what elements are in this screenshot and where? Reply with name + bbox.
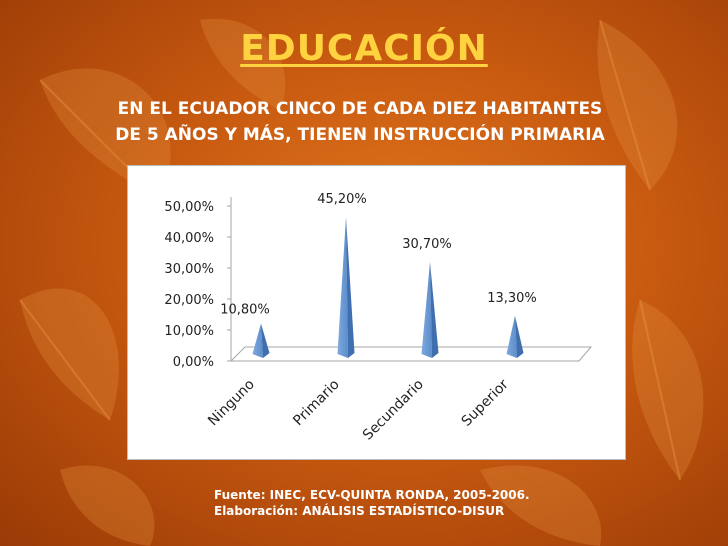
chart-panel: 0,00% 10,00% 20,00% 30,00% 40,00% 50,00% 10,80… [127, 165, 626, 460]
x-tick-label: Ninguno [205, 377, 258, 430]
elaboration-line: Elaboración: ANÁLISIS ESTADÍSTICO-DISUR [214, 504, 505, 518]
chart-floor [229, 346, 593, 362]
slide-subtitle: EN EL ECUADOR CINCO DE CADA DIEZ HABITAN… [115, 99, 605, 145]
y-tick-label: 40,00% [164, 231, 214, 246]
y-tick-label: 10,00% [164, 324, 214, 339]
x-tick-label: Superior [459, 376, 512, 429]
y-tick-label: 50,00% [164, 200, 214, 215]
y-tick-label: 30,00% [164, 262, 214, 277]
cone-bar-side [515, 315, 524, 358]
slide-title: EDUCACIÓN [0, 28, 728, 69]
cone-bar-side [261, 323, 270, 358]
source-line: Fuente: INEC, ECV-QUINTA RONDA, 2005-200… [214, 488, 530, 502]
data-label: 10,80% [220, 303, 270, 318]
data-label: 30,70% [402, 237, 452, 252]
cone-bar-front [337, 216, 348, 358]
x-tick-label: Primario [290, 377, 343, 430]
cone-bar-front [506, 315, 517, 358]
y-tick-label: 20,00% [164, 293, 214, 308]
cone-bar-front [421, 261, 432, 358]
cone-bar-front [252, 323, 263, 358]
source-note: Fuente: INEC, ECV-QUINTA RONDA, 2005-200… [214, 487, 530, 519]
slide-title-text: EDUCACIÓN [240, 28, 488, 69]
cone-bar-chart: 0,00% 10,00% 20,00% 30,00% 40,00% 50,00% 10,80… [164, 192, 593, 444]
data-label: 13,30% [487, 291, 537, 306]
cone-bar-side [346, 216, 355, 358]
y-tick-label: 0,00% [173, 355, 214, 370]
x-tick-label: Secundario [360, 377, 427, 444]
data-label: 45,20% [317, 192, 367, 207]
cone-bar-side [430, 261, 439, 358]
